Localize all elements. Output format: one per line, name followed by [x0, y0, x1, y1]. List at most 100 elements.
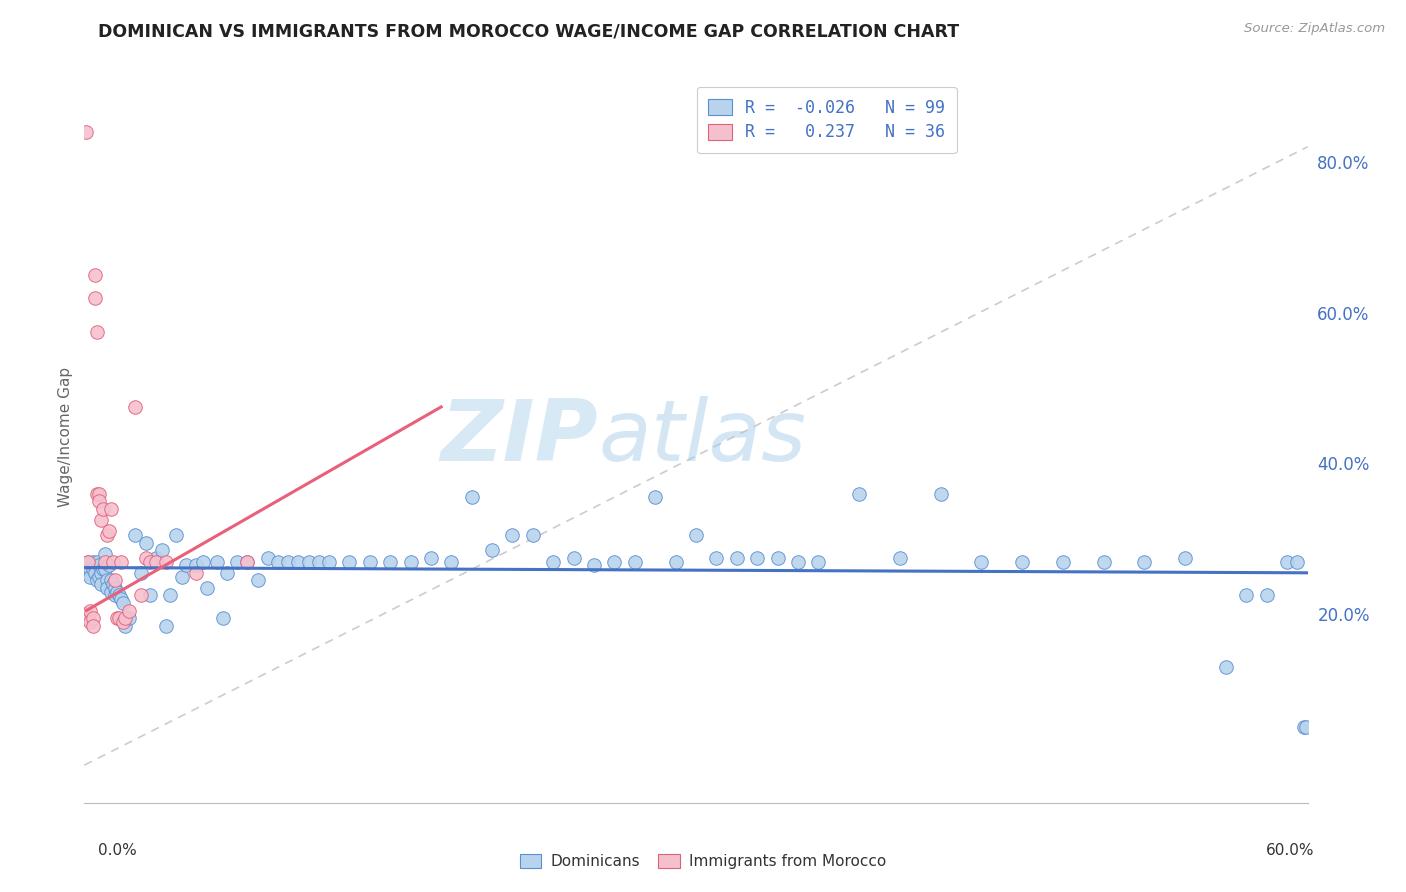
Point: [1052, 554, 1074, 568]
Point: [86, 554, 108, 568]
Point: [138, 554, 160, 568]
Point: [75, 558, 97, 573]
Point: [747, 550, 769, 565]
Point: [135, 535, 157, 549]
Point: [440, 554, 463, 568]
Point: [83, 268, 105, 282]
Point: [766, 550, 789, 565]
Point: [110, 554, 132, 568]
Point: [461, 491, 484, 505]
Point: [79, 603, 101, 617]
Point: [195, 581, 218, 595]
Point: [101, 554, 124, 568]
Point: [1286, 554, 1309, 568]
Point: [104, 589, 127, 603]
Text: 0.0%: 0.0%: [98, 843, 138, 858]
Point: [1092, 554, 1115, 568]
Point: [226, 554, 249, 568]
Point: [114, 611, 136, 625]
Point: [246, 574, 269, 588]
Point: [75, 607, 97, 622]
Point: [79, 569, 101, 583]
Point: [90, 566, 112, 580]
Point: [96, 574, 118, 588]
Point: [96, 581, 118, 595]
Point: [124, 400, 146, 414]
Point: [267, 554, 290, 568]
Point: [159, 589, 181, 603]
Point: [277, 554, 299, 568]
Point: [1011, 554, 1033, 568]
Point: [87, 558, 110, 573]
Point: [787, 554, 810, 568]
Point: [380, 554, 402, 568]
Point: [399, 554, 422, 568]
Point: [90, 577, 112, 591]
Point: [298, 554, 321, 568]
Point: [112, 596, 135, 610]
Point: [155, 554, 177, 568]
Point: [217, 566, 239, 580]
Point: [205, 554, 228, 568]
Point: [79, 562, 101, 576]
Point: [236, 554, 259, 568]
Point: [112, 615, 135, 629]
Point: [75, 125, 97, 139]
Text: ZIP: ZIP: [440, 395, 598, 479]
Point: [87, 486, 110, 500]
Point: [77, 566, 100, 580]
Legend: R =  -0.026   N = 99, R =   0.237   N = 36: R = -0.026 N = 99, R = 0.237 N = 36: [697, 87, 956, 153]
Point: [318, 554, 340, 568]
Point: [150, 543, 173, 558]
Point: [91, 501, 114, 516]
Point: [138, 589, 160, 603]
Point: [1174, 550, 1197, 565]
Point: [131, 589, 153, 603]
Point: [118, 611, 141, 625]
Point: [665, 554, 688, 568]
Point: [725, 550, 748, 565]
Point: [212, 611, 235, 625]
Point: [82, 618, 104, 632]
Point: [86, 574, 108, 588]
Point: [86, 486, 108, 500]
Point: [562, 550, 585, 565]
Point: [93, 554, 115, 568]
Point: [191, 554, 214, 568]
Point: [807, 554, 830, 568]
Point: [97, 524, 120, 539]
Point: [145, 550, 167, 565]
Point: [1236, 589, 1258, 603]
Point: [100, 501, 122, 516]
Point: [105, 584, 128, 599]
Point: [82, 562, 104, 576]
Point: [165, 528, 187, 542]
Point: [1292, 720, 1315, 734]
Point: [257, 550, 280, 565]
Point: [91, 562, 114, 576]
Point: [124, 528, 146, 542]
Point: [308, 554, 330, 568]
Text: atlas: atlas: [598, 395, 806, 479]
Point: [131, 566, 153, 580]
Point: [101, 577, 124, 591]
Point: [83, 558, 105, 573]
Point: [1277, 554, 1299, 568]
Point: [118, 603, 141, 617]
Point: [481, 543, 503, 558]
Point: [104, 574, 127, 588]
Point: [135, 550, 157, 565]
Point: [624, 554, 647, 568]
Point: [706, 550, 728, 565]
Point: [83, 566, 105, 580]
Point: [1256, 589, 1278, 603]
Legend: Dominicans, Immigrants from Morocco: Dominicans, Immigrants from Morocco: [513, 847, 893, 875]
Point: [93, 562, 115, 576]
Point: [848, 486, 870, 500]
Point: [420, 550, 443, 565]
Point: [174, 558, 197, 573]
Point: [359, 554, 381, 568]
Point: [186, 566, 208, 580]
Point: [105, 611, 128, 625]
Point: [82, 554, 104, 568]
